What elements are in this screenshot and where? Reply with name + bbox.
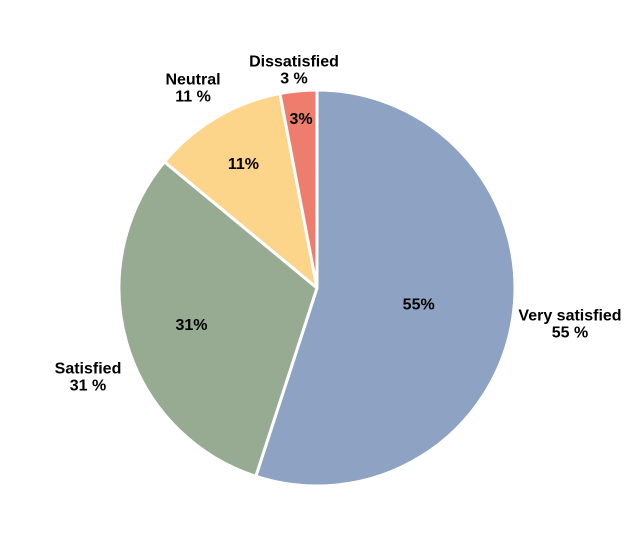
slice-callout-satisfied-line2: 31 % bbox=[70, 378, 106, 395]
slice-value-label-dissatisfied: 3% bbox=[289, 111, 312, 128]
pie-slice-very-satisfied bbox=[254, 88, 517, 488]
slice-value-label-very-satisfied: 55% bbox=[403, 297, 435, 314]
slice-callout-neutral-line2: 11 % bbox=[175, 89, 211, 106]
slice-callout-neutral-line1: Neutral bbox=[165, 72, 220, 89]
slice-callout-very-satisfied-line2: 55 % bbox=[552, 325, 588, 342]
pie-slice-dissatisfied bbox=[278, 88, 319, 290]
slice-callout-satisfied-line1: Satisfied bbox=[55, 361, 122, 378]
slice-value-label-neutral: 11% bbox=[228, 156, 259, 173]
slice-callout-dissatisfied-line1: Dissatisfied bbox=[249, 54, 339, 71]
slice-callout-very-satisfied-line1: Very satisfied bbox=[518, 308, 621, 325]
pie-slice-satisfied bbox=[117, 160, 319, 478]
pie-slice-neutral bbox=[162, 92, 319, 290]
slice-callout-dissatisfied-line2: 3 % bbox=[280, 71, 308, 88]
slice-value-label-satisfied: 31% bbox=[175, 317, 207, 334]
